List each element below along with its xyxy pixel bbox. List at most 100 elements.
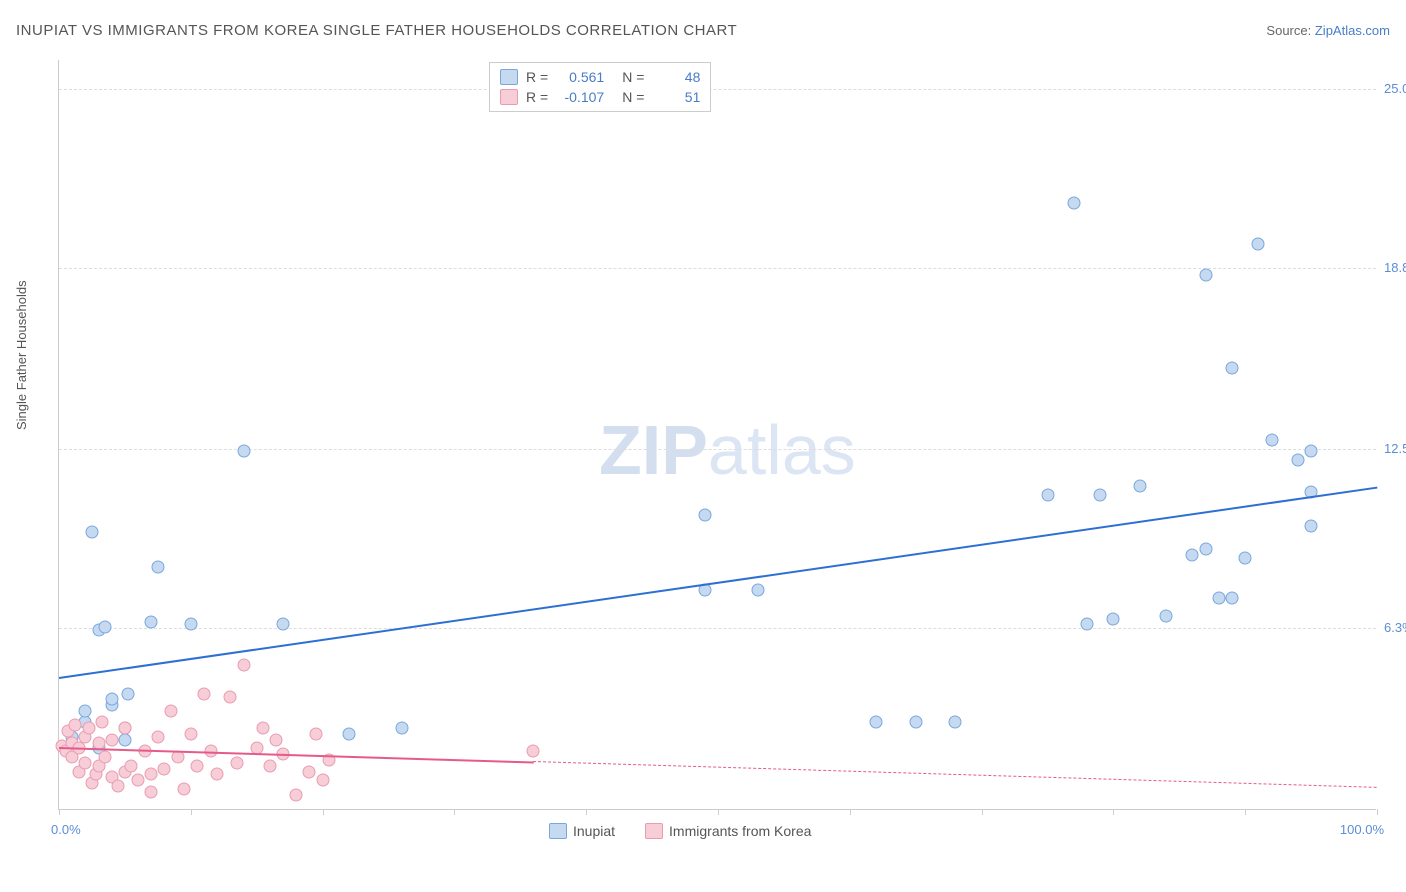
data-point	[527, 745, 540, 758]
data-point	[191, 759, 204, 772]
data-point	[909, 716, 922, 729]
data-point	[303, 765, 316, 778]
data-point	[118, 722, 131, 735]
data-point	[184, 618, 197, 631]
data-point	[151, 730, 164, 743]
series-swatch	[500, 89, 518, 105]
x-tick	[59, 809, 60, 815]
source-link[interactable]: ZipAtlas.com	[1315, 23, 1390, 38]
data-point	[224, 690, 237, 703]
data-point	[112, 779, 125, 792]
gridline	[59, 268, 1376, 269]
data-point	[145, 615, 158, 628]
data-point	[151, 560, 164, 573]
x-tick	[982, 809, 983, 815]
data-point	[1199, 543, 1212, 556]
data-point	[270, 733, 283, 746]
n-value: 48	[652, 69, 700, 85]
data-point	[1160, 609, 1173, 622]
source-attribution: Source: ZipAtlas.com	[1266, 23, 1390, 38]
data-point	[1305, 520, 1318, 533]
source-label: Source:	[1266, 23, 1311, 38]
correlation-stats-box: R = 0.561 N = 48R = -0.107 N = 51	[489, 62, 711, 112]
data-point	[1239, 552, 1252, 565]
data-point	[1226, 592, 1239, 605]
trend-line	[59, 487, 1377, 679]
x-tick-label-end: 100.0%	[1340, 822, 1384, 837]
x-tick	[1245, 809, 1246, 815]
x-tick	[1377, 809, 1378, 815]
data-point	[290, 788, 303, 801]
scatter-chart: ZIPatlas 6.3%12.5%18.8%25.0% 0.0% 100.0%…	[58, 60, 1376, 810]
data-point	[105, 693, 118, 706]
n-label: N =	[622, 69, 644, 85]
data-point	[99, 621, 112, 634]
data-point	[1226, 361, 1239, 374]
r-label: R =	[526, 69, 548, 85]
data-point	[263, 759, 276, 772]
data-point	[237, 658, 250, 671]
data-point	[79, 704, 92, 717]
gridline	[59, 628, 1376, 629]
data-point	[105, 733, 118, 746]
data-point	[1041, 488, 1054, 501]
data-point	[1252, 237, 1265, 250]
y-tick-label: 12.5%	[1384, 441, 1406, 456]
data-point	[277, 618, 290, 631]
data-point	[145, 768, 158, 781]
chart-legend: InupiatImmigrants from Korea	[549, 823, 811, 839]
data-point	[1067, 197, 1080, 210]
data-point	[118, 733, 131, 746]
trend-line-extrapolated	[533, 761, 1377, 788]
r-value: -0.107	[556, 89, 604, 105]
data-point	[96, 716, 109, 729]
data-point	[1212, 592, 1225, 605]
x-tick	[586, 809, 587, 815]
n-label: N =	[622, 89, 644, 105]
x-tick	[1113, 809, 1114, 815]
data-point	[1186, 549, 1199, 562]
data-point	[310, 728, 323, 741]
stats-row: R = 0.561 N = 48	[500, 67, 700, 87]
gridline	[59, 89, 1376, 90]
data-point	[83, 722, 96, 735]
data-point	[165, 704, 178, 717]
data-point	[197, 687, 210, 700]
y-axis-label: Single Father Households	[14, 280, 29, 430]
x-tick	[850, 809, 851, 815]
data-point	[132, 774, 145, 787]
legend-label: Inupiat	[573, 823, 615, 839]
x-tick	[323, 809, 324, 815]
data-point	[158, 762, 171, 775]
r-value: 0.561	[556, 69, 604, 85]
data-point	[121, 687, 134, 700]
data-point	[99, 751, 112, 764]
chart-title: INUPIAT VS IMMIGRANTS FROM KOREA SINGLE …	[16, 22, 737, 39]
data-point	[230, 756, 243, 769]
legend-swatch	[645, 823, 663, 839]
data-point	[178, 782, 191, 795]
data-point	[1094, 488, 1107, 501]
y-tick-label: 25.0%	[1384, 81, 1406, 96]
x-tick	[191, 809, 192, 815]
data-point	[68, 719, 81, 732]
data-point	[1199, 269, 1212, 282]
data-point	[751, 583, 764, 596]
data-point	[1265, 433, 1278, 446]
data-point	[1305, 445, 1318, 458]
data-point	[1107, 612, 1120, 625]
data-point	[1133, 479, 1146, 492]
data-point	[211, 768, 224, 781]
legend-swatch	[549, 823, 567, 839]
x-tick	[454, 809, 455, 815]
data-point	[342, 728, 355, 741]
y-tick-label: 6.3%	[1384, 620, 1406, 635]
n-value: 51	[652, 89, 700, 105]
data-point	[870, 716, 883, 729]
data-point	[145, 785, 158, 798]
data-point	[125, 759, 138, 772]
data-point	[698, 508, 711, 521]
data-point	[184, 728, 197, 741]
data-point	[85, 526, 98, 539]
y-tick-label: 18.8%	[1384, 260, 1406, 275]
